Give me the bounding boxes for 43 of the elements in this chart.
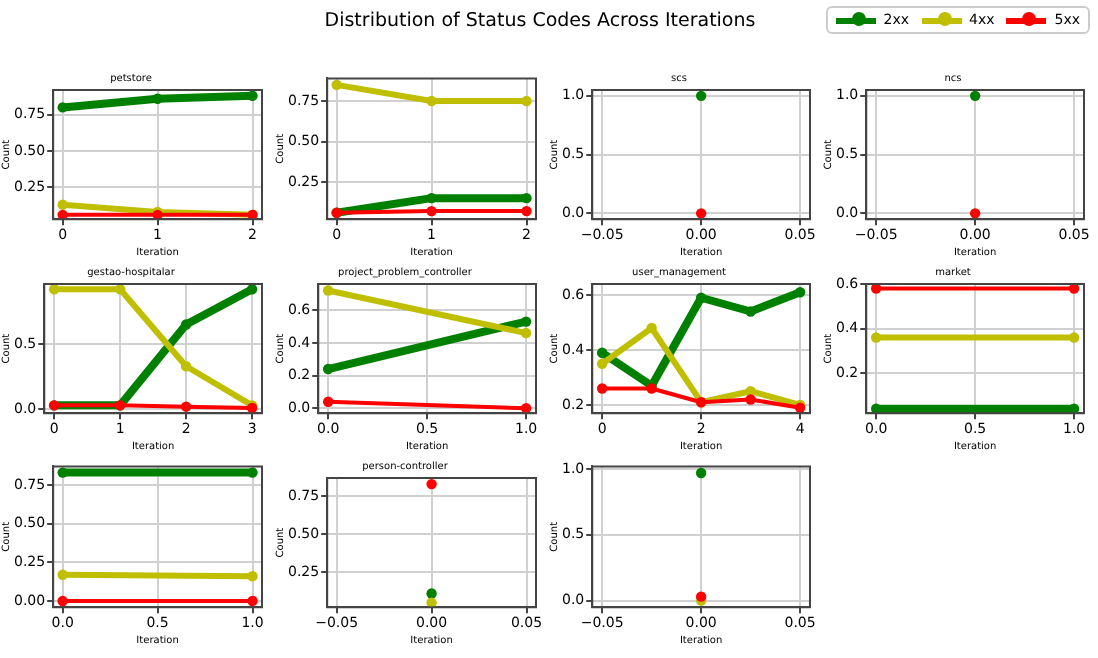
point [57,102,68,113]
point [695,292,707,303]
point [57,467,68,478]
point [247,90,258,102]
point [57,209,68,220]
point [247,571,258,582]
point [247,595,258,607]
point [596,347,608,358]
point [57,199,68,210]
point [48,284,60,295]
point [426,192,437,204]
point [180,319,192,330]
point [246,284,258,295]
point [180,401,192,412]
point [322,285,334,296]
text: Distribution of Status Codes Across Iterations [324,10,756,32]
point [520,403,532,414]
point [596,383,608,394]
point [1068,284,1080,294]
point [794,287,806,298]
point [646,322,657,334]
point [520,316,532,327]
point [114,284,126,295]
point [596,358,608,369]
point [152,93,163,104]
point [426,205,437,217]
point [521,95,532,107]
point [521,205,532,217]
point [521,192,532,204]
point [870,284,882,294]
point [1068,332,1080,343]
point [870,332,882,343]
point [426,95,437,107]
point [745,394,756,405]
point [745,306,756,317]
point [57,595,68,607]
point [322,396,334,407]
point [57,569,68,580]
point [180,361,192,372]
point [247,467,258,478]
point [322,363,334,375]
point [520,327,532,339]
point [331,79,342,91]
